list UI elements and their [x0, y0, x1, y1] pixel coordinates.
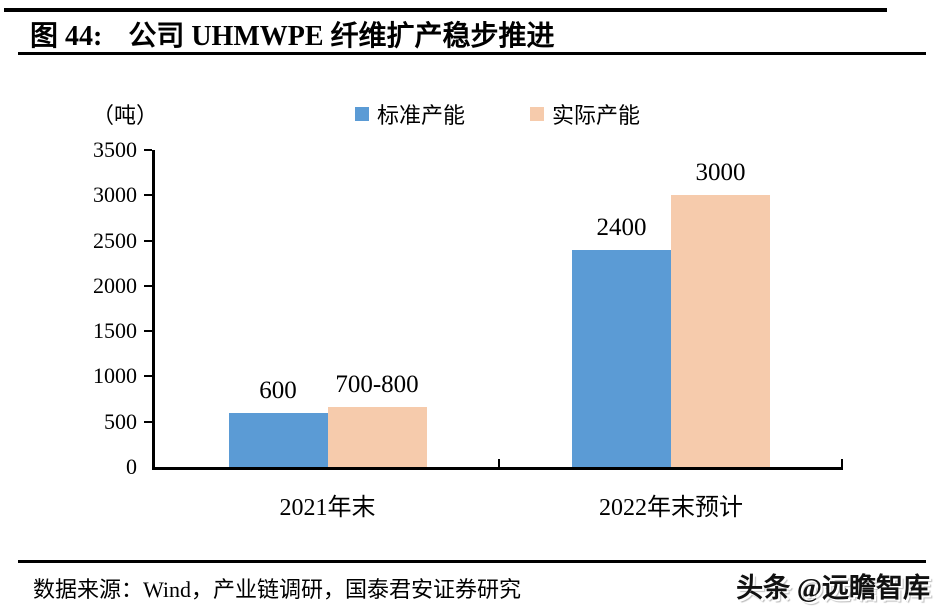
watermark: 头条 @远瞻智库	[736, 573, 930, 603]
y-axis-tick	[144, 420, 152, 423]
bar-value-label: 2400	[596, 213, 647, 241]
bar-series1-cat1	[671, 195, 770, 467]
bar-series1-cat0	[327, 407, 427, 467]
bar-series0-cat1	[572, 249, 671, 467]
y-axis-tick	[144, 149, 152, 151]
y-axis-line	[152, 150, 155, 470]
legend-label: 标准产能	[377, 103, 466, 128]
source-line: 数据来源：Wind，产业链调研，国泰君安证券研究	[33, 577, 521, 602]
y-axis-tick-label: 2500	[93, 227, 137, 253]
x-axis-line	[152, 467, 843, 470]
bar-value-label: 700-800	[335, 371, 419, 399]
y-axis-tick-label: 1000	[93, 363, 137, 389]
y-axis-tick	[144, 330, 152, 333]
figure-title: 图 44: 公司 UHMWPE 纤维扩产稳步推进	[30, 14, 555, 54]
bar-value-label: 600	[259, 376, 297, 404]
x-axis-category-label: 2021年末	[279, 495, 376, 521]
bar-series0-cat0	[228, 412, 328, 467]
y-axis-tick	[144, 284, 152, 287]
x-axis-tick	[841, 459, 843, 469]
legend-swatch	[530, 107, 544, 121]
figure-label: 图 44:	[30, 21, 103, 52]
legend-item-1: 实际产能	[530, 100, 640, 128]
y-axis-tick-label: 3000	[93, 182, 137, 208]
y-axis-tick	[144, 375, 152, 378]
top-rule	[4, 8, 887, 12]
y-axis-tick-label: 500	[104, 408, 137, 434]
y-axis-tick-label: 2000	[93, 272, 137, 298]
x-axis-category-label: 2022年末预计	[599, 495, 743, 521]
title-rule	[18, 52, 926, 55]
y-axis-tick-label: 1500	[93, 318, 137, 344]
y-axis-tick-label: 3500	[93, 137, 137, 162]
figure-title-text: 公司 UHMWPE 纤维扩产稳步推进	[128, 21, 555, 52]
legend-label: 实际产能	[552, 103, 641, 128]
footer-rule	[18, 560, 926, 563]
x-axis-tick	[498, 459, 500, 469]
bar-value-label: 3000	[695, 159, 746, 187]
y-axis-unit-label: （吨）	[92, 103, 159, 128]
y-axis-tick	[144, 194, 152, 197]
y-axis-tick	[144, 239, 152, 242]
legend-item-0: 标准产能	[355, 100, 465, 128]
legend-swatch	[355, 107, 369, 121]
y-axis-tick-label: 0	[126, 454, 137, 479]
